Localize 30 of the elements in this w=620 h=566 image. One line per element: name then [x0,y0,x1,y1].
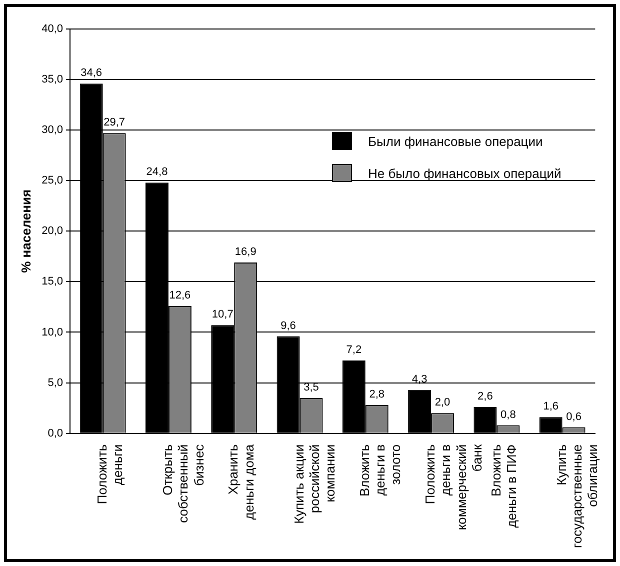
y-tick-label: 20,0 [42,225,64,238]
data-label: 10,7 [212,308,234,321]
data-label: 9,6 [280,320,296,332]
y-tick-label: 0,0 [48,427,64,440]
data-label: 0,8 [500,408,516,421]
y-tick-label: 10,0 [42,326,64,338]
data-label: 7,2 [346,344,362,356]
legend-label: Не было финансовых операций [368,166,562,180]
x-tick-label: Открыть собственный бизнес [160,444,206,523]
data-label: 2,8 [369,388,385,401]
y-tick-label: 35,0 [42,74,64,86]
data-label: 29,7 [104,116,126,129]
x-tick-label: Положить деньги в коммерческий банк [422,444,484,530]
y-tick-label: 40,0 [42,23,64,36]
data-label: 0,6 [566,410,582,423]
legend-label: Были финансовые операции [368,134,543,148]
y-tick-label: 25,0 [42,174,64,187]
data-label: 2,6 [478,390,493,403]
data-label: 34,6 [80,67,102,80]
data-label: 12,6 [169,289,191,302]
data-label: 4,3 [412,373,428,386]
data-label: 16,9 [234,246,256,258]
y-axis-title: % населения [18,189,34,273]
y-tick-label: 30,0 [42,124,64,136]
y-tick-label: 5,0 [48,376,64,389]
data-label: 24,8 [146,166,168,178]
y-tick-label: 15,0 [42,276,64,288]
x-tick-label: Положить деньги [94,444,126,504]
data-label: 1,6 [543,400,558,413]
data-label: 2,0 [434,396,450,409]
